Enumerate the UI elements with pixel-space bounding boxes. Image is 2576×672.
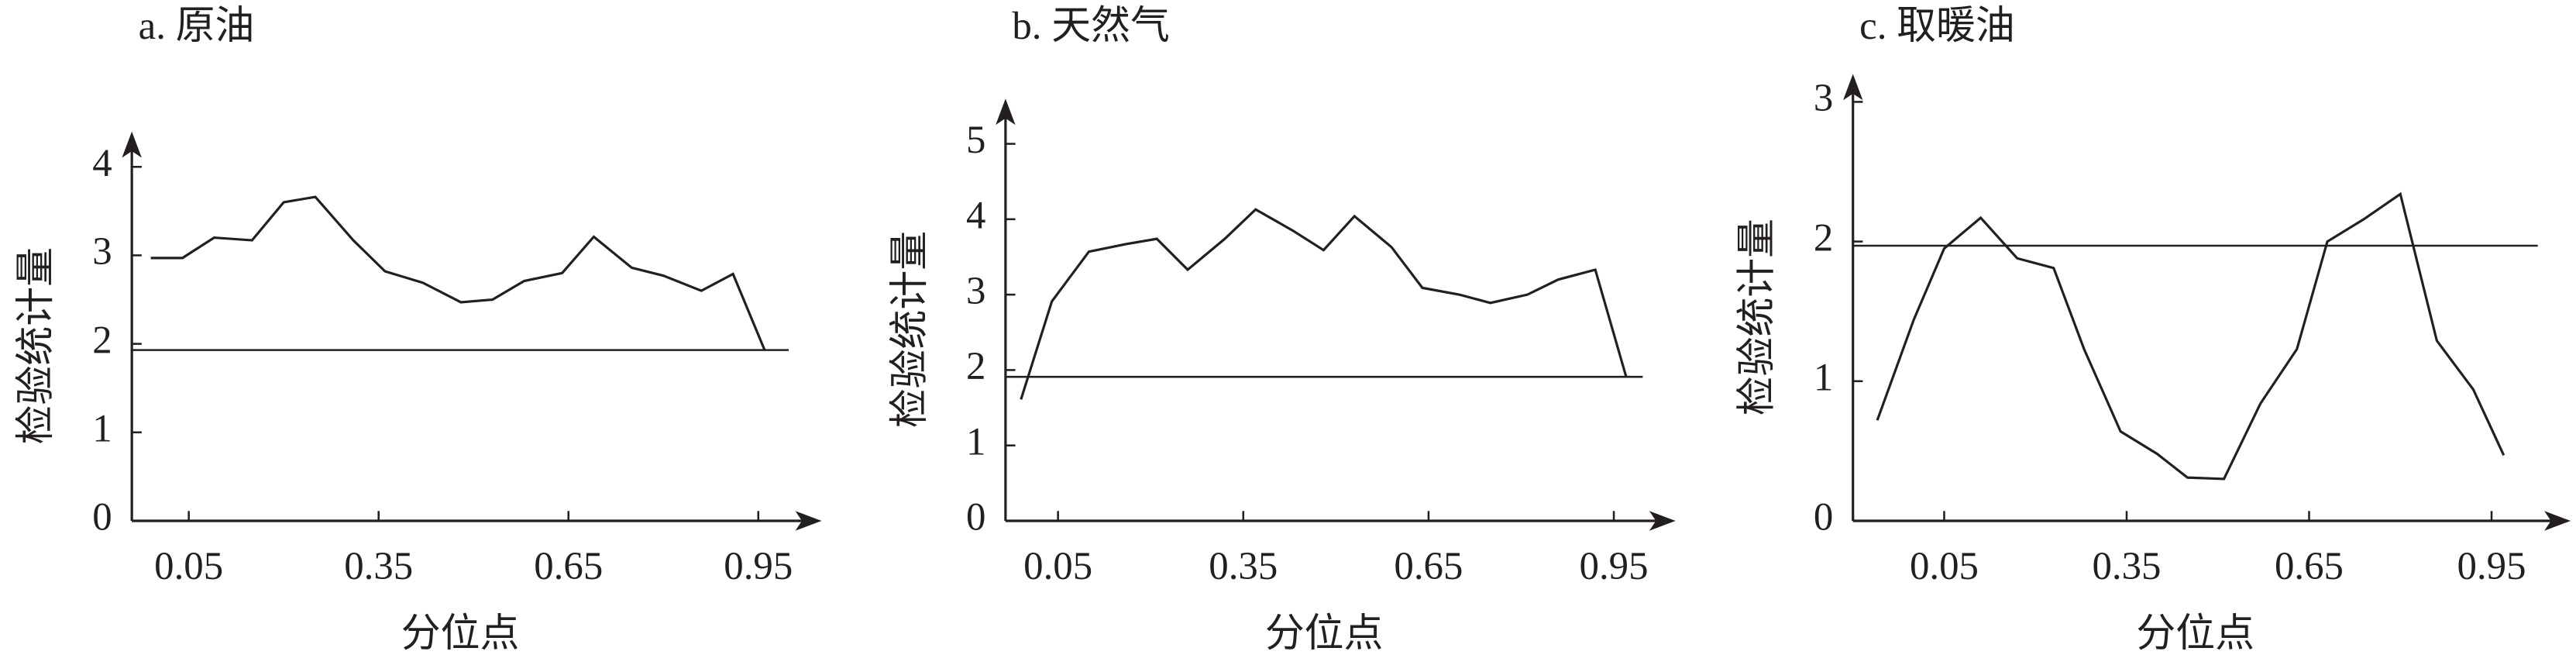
chart-title: c. 取暖油: [1859, 5, 2015, 48]
x-axis-label: 分位点: [401, 612, 520, 656]
y-tick-label: 4: [92, 142, 112, 185]
x-tick-label: 0.65: [1394, 545, 1463, 588]
y-tick-label: 3: [1814, 77, 1833, 120]
x-axis-label: 分位点: [1265, 612, 1384, 656]
x-tick-label: 0.95: [1580, 545, 1649, 588]
y-tick-label: 3: [966, 270, 985, 313]
y-tick-label: 2: [92, 319, 112, 362]
x-tick-label: 0.35: [1209, 545, 1278, 588]
y-tick-label: 0: [92, 496, 112, 539]
y-axis-label: 检验统计量: [1736, 219, 1780, 415]
y-tick-label: 5: [966, 119, 985, 162]
data-line: [1876, 191, 2505, 481]
y-axis-label: 检验统计量: [15, 247, 58, 444]
x-axis-label: 分位点: [2136, 612, 2254, 656]
x-tick-label: 0.05: [154, 545, 223, 588]
y-tick-label: 3: [92, 230, 112, 274]
chart-title: a. 原油: [139, 5, 255, 48]
data-line: [1020, 208, 1628, 400]
y-axis-arrow: [122, 131, 142, 158]
x-tick-label: 0.05: [1910, 545, 1979, 588]
y-tick-label: 0: [1814, 496, 1833, 539]
x-tick-label: 0.95: [724, 545, 793, 588]
y-axis-label: 检验统计量: [889, 231, 932, 428]
data-line: [150, 195, 766, 351]
x-tick-label: 0.35: [344, 545, 413, 588]
y-tick-label: 1: [92, 407, 112, 450]
y-tick-label: 2: [966, 345, 985, 388]
y-axis-arrow: [996, 98, 1016, 126]
x-tick-label: 0.65: [534, 545, 603, 588]
x-tick-label: 0.05: [1023, 545, 1092, 588]
y-tick-label: 4: [966, 195, 985, 238]
x-axis-arrow: [1649, 511, 1676, 531]
y-axis-arrow: [1842, 74, 1863, 101]
x-axis-arrow: [2544, 511, 2571, 531]
y-tick-label: 0: [966, 496, 985, 539]
x-tick-label: 0.35: [2092, 545, 2161, 588]
y-tick-label: 1: [966, 420, 985, 464]
y-tick-label: 1: [1814, 356, 1833, 399]
x-tick-label: 0.65: [2275, 545, 2344, 588]
x-axis-arrow: [795, 511, 822, 531]
y-tick-label: 2: [1814, 216, 1833, 260]
chart-title: b. 天然气: [1012, 5, 1169, 48]
x-tick-label: 0.95: [2457, 545, 2526, 588]
